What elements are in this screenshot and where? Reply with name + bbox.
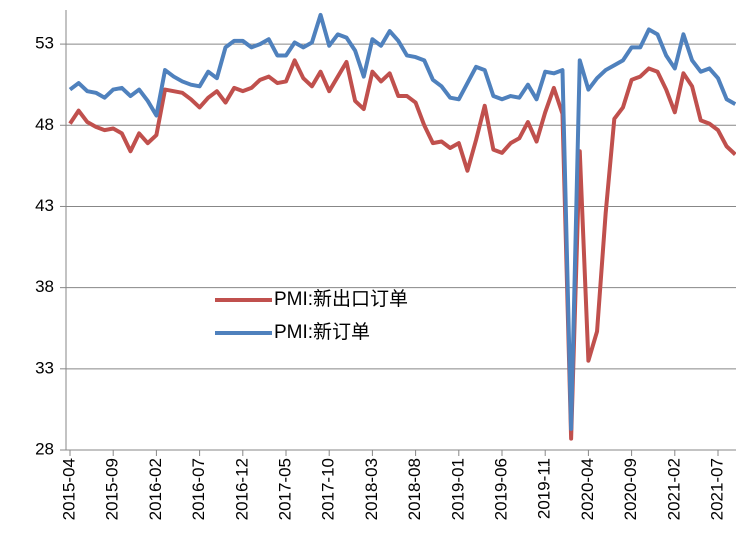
x-tick-label: 2018-08 <box>405 458 424 520</box>
x-tick-label: 2020-09 <box>621 458 640 520</box>
legend-label: PMI:新订单 <box>274 321 370 343</box>
x-tick-label: 2020-04 <box>578 458 597 520</box>
series-line <box>68 58 736 441</box>
x-tick-label: 2018-03 <box>362 458 381 520</box>
y-tick-label: 43 <box>35 196 54 215</box>
x-tick-label: 2019-11 <box>535 458 554 519</box>
legend-label: PMI:新出口订单 <box>274 288 408 310</box>
x-tick-label: 2015-04 <box>59 458 78 520</box>
x-tick-label: 2016-02 <box>146 458 165 520</box>
x-tick-label: 2016-07 <box>189 458 208 520</box>
y-tick-label: 38 <box>35 277 54 296</box>
x-tick-label: 2016-12 <box>232 458 251 520</box>
x-tick-label: 2019-06 <box>491 458 510 520</box>
y-tick-label: 48 <box>35 115 54 134</box>
y-tick-label: 28 <box>35 439 54 458</box>
x-tick-label: 2017-05 <box>275 458 294 520</box>
x-tick-label: 2017-10 <box>319 458 338 520</box>
y-tick-label: 33 <box>35 358 54 377</box>
x-tick-label: 2015-09 <box>103 458 122 520</box>
series-line <box>68 12 736 431</box>
x-tick-label: 2019-01 <box>448 458 467 520</box>
x-tick-label: 2021-07 <box>707 458 726 520</box>
y-tick-label: 53 <box>35 34 54 53</box>
x-tick-label: 2021-02 <box>664 458 683 520</box>
